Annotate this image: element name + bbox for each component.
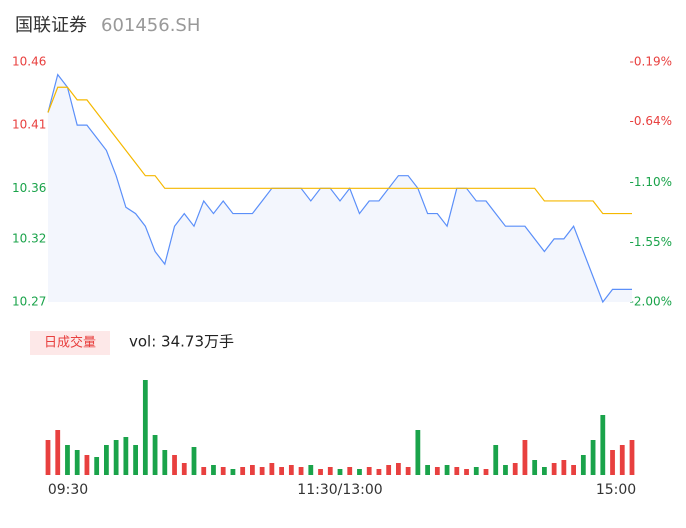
y-tick-label: 10.36 [12,181,46,195]
volume-bar [259,467,265,475]
volume-bar [279,467,284,475]
volume-bar [610,450,615,475]
x-tick-label: 11:30/13:00 [297,482,382,498]
legend-bg [30,331,110,355]
volume-bar [288,465,294,475]
volume-bar [318,469,323,475]
volume-bar [357,469,362,475]
volume-bar [483,469,489,475]
volume-bar [366,467,372,475]
volume-bar [250,465,255,475]
volume-bar [532,460,538,475]
volume-bar [181,463,187,475]
volume-bar [123,437,129,475]
y2-tick-label: -0.19% [630,55,672,69]
volume-bar [94,457,100,475]
volume-bar [230,469,236,475]
volume-bar [434,467,440,475]
volume-bar [327,467,333,475]
volume-bar [386,465,392,475]
price-area [48,74,632,302]
volume-bar [220,467,226,475]
title: 国联证券 [15,15,87,36]
volume-bar [55,430,61,475]
line [47,73,632,304]
volume-bar [542,467,547,475]
volume-bar [493,445,499,475]
volume-bar [464,469,469,475]
volume-bar [269,463,275,475]
volume-bar [113,440,119,475]
volume-bar [522,440,528,475]
volume-bar [298,467,304,475]
volume-bar [629,440,635,475]
volume-bar [65,445,70,475]
volume-bar [162,450,168,475]
volume-bar [619,445,625,475]
volume-bar [133,445,138,475]
volume-bar [405,467,411,475]
volume-bar [444,465,450,475]
volume-bar [142,380,148,475]
volume-bar [503,465,508,475]
y2-tick-label: -2.00% [630,295,672,309]
volume-bar [104,445,109,475]
line [47,86,632,215]
volume-bar [84,455,90,475]
volume-label: 日成交量 [44,335,96,351]
x-tick-label: 15:00 [596,482,636,498]
y-tick-label: 10.41 [12,118,46,132]
volume-bar [74,450,80,475]
volume-summary: vol: 34.73万手 [129,333,234,351]
volume-bar [152,435,158,475]
y2-tick-label: -1.55% [630,235,672,249]
volume-bar [512,463,518,475]
volume-bar [201,467,207,475]
volume-bar [347,467,353,475]
volume-bar [551,463,557,475]
volume-bar [571,465,576,475]
volume-bar [580,455,586,475]
volume-bar [240,467,246,475]
y-tick-label: 10.46 [12,55,46,69]
volume-bar [376,469,382,475]
y2-tick-label: -1.10% [630,175,672,189]
volume-bar [425,465,430,475]
y-tick-label: 10.32 [12,231,46,245]
volume-bar [590,440,596,475]
volume-bar [415,430,421,475]
y2-tick-label: -0.64% [630,114,672,128]
volume-bar [337,469,343,475]
volume-bar [308,465,314,475]
subtitle: 601456.SH [101,15,200,36]
volume-bar [211,465,216,475]
volume-bar [454,467,460,475]
volume-bar [561,460,567,475]
volume-bar [600,415,606,475]
y-tick-label: 10.27 [12,295,46,309]
volume-bar [191,447,197,475]
volume-bar [396,463,401,475]
volume-bar [45,440,51,475]
volume-bar [473,467,479,475]
volume-bar [172,455,177,475]
x-tick-label: 09:30 [48,482,88,498]
